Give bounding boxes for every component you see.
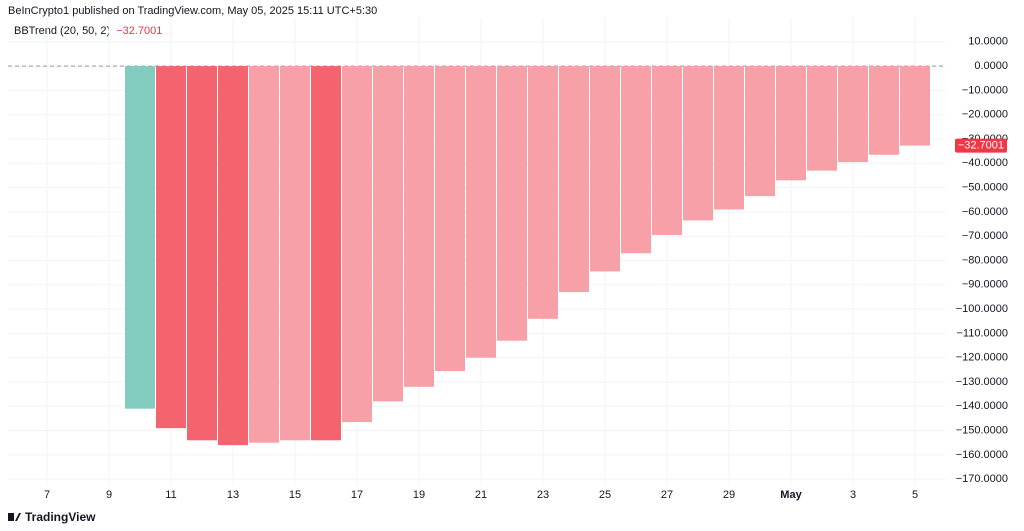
y-tick-label: −120.0000	[956, 352, 1008, 364]
bar	[249, 66, 279, 443]
bar	[466, 66, 496, 358]
x-tick-label: 27	[661, 489, 673, 501]
indicator-title: BBTrend (20, 50, 2)	[14, 25, 110, 37]
bar	[280, 66, 310, 441]
y-tick-label: −130.0000	[956, 376, 1008, 388]
logo	[8, 513, 21, 521]
y-tick-label: −150.0000	[956, 424, 1008, 436]
legend-value: −32.7001	[116, 25, 162, 37]
y-tick-label: −10.0000	[962, 84, 1008, 96]
x-tick-label: 21	[475, 489, 487, 501]
x-tick-label: 29	[723, 489, 735, 501]
bar	[838, 66, 868, 163]
header: BeInCrypto1 published on TradingView.com…	[8, 5, 377, 17]
bar	[807, 66, 837, 171]
x-tick-label: 17	[351, 489, 363, 501]
x-tick-label: 13	[227, 489, 239, 501]
y-tick-label: −110.0000	[957, 327, 1009, 339]
y-tick-label: −90.0000	[962, 279, 1008, 291]
bar	[900, 66, 930, 146]
x-tick-label: 25	[599, 489, 611, 501]
y-tick-label: −50.0000	[962, 182, 1008, 194]
bar	[311, 66, 341, 441]
bar	[590, 66, 620, 272]
x-tick-label: 23	[537, 489, 549, 501]
x-tick-label: 5	[912, 489, 918, 501]
bar	[404, 66, 434, 387]
y-tick-label: −100.0000	[956, 303, 1008, 315]
x-tick-label: 11	[165, 489, 176, 501]
bar	[869, 66, 899, 155]
x-tick-label: 15	[289, 489, 301, 501]
bar	[156, 66, 186, 429]
bar	[187, 66, 217, 441]
y-tick-label: 10.0000	[968, 36, 1008, 48]
bar	[776, 66, 806, 181]
x-tick-label: 9	[106, 489, 112, 501]
bar	[435, 66, 465, 372]
last-value-label: −32.7001	[958, 139, 1004, 151]
x-tick-label: May	[780, 489, 802, 501]
y-tick-label: −60.0000	[962, 206, 1008, 218]
x-tick-label: 7	[44, 489, 50, 501]
bar	[373, 66, 403, 402]
x-tick-label: 19	[413, 489, 425, 501]
y-tick-label: 0.0000	[974, 60, 1008, 72]
bar	[342, 66, 372, 423]
y-tick-label: −80.0000	[962, 254, 1008, 266]
y-tick-label: −140.0000	[956, 400, 1008, 412]
bar	[652, 66, 682, 235]
x-tick-label: 3	[850, 489, 856, 501]
bar	[683, 66, 713, 221]
y-tick-label: −40.0000	[962, 157, 1008, 169]
bar	[621, 66, 651, 254]
y-tick-label: −70.0000	[962, 230, 1008, 242]
bar	[745, 66, 775, 197]
bar	[218, 66, 248, 446]
y-tick-label: −160.0000	[956, 449, 1008, 461]
y-tick-label: −170.0000	[956, 473, 1008, 485]
bar	[714, 66, 744, 210]
last-value-box	[955, 138, 1007, 153]
bar	[125, 66, 155, 409]
bar	[528, 66, 558, 319]
y-tick-label: −20.0000	[962, 109, 1008, 121]
bar	[559, 66, 589, 293]
bar	[497, 66, 527, 341]
footer-brand: TradingView	[25, 510, 96, 524]
